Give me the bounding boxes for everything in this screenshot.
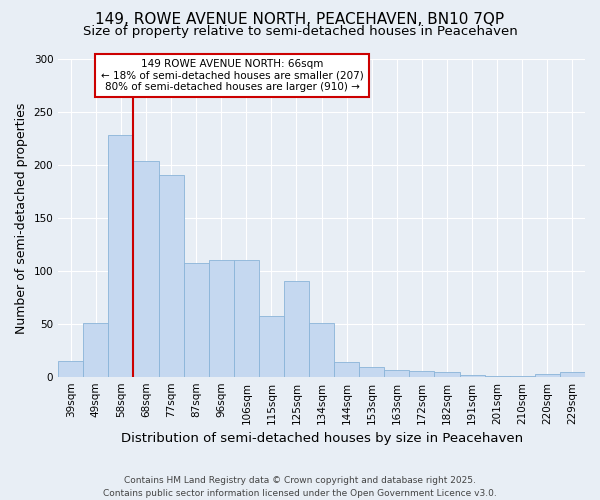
Bar bbox=[359, 367, 385, 376]
Bar bbox=[535, 374, 560, 376]
Bar bbox=[184, 264, 209, 376]
X-axis label: Distribution of semi-detached houses by size in Peacehaven: Distribution of semi-detached houses by … bbox=[121, 432, 523, 445]
Bar bbox=[284, 282, 309, 376]
Bar bbox=[560, 372, 585, 376]
Bar bbox=[385, 370, 409, 376]
Bar bbox=[309, 322, 334, 376]
Y-axis label: Number of semi-detached properties: Number of semi-detached properties bbox=[15, 102, 28, 334]
Bar bbox=[109, 135, 133, 376]
Bar bbox=[259, 316, 284, 376]
Bar bbox=[409, 372, 434, 376]
Bar bbox=[158, 176, 184, 376]
Bar bbox=[460, 374, 485, 376]
Bar bbox=[58, 361, 83, 376]
Text: 149, ROWE AVENUE NORTH, PEACEHAVEN, BN10 7QP: 149, ROWE AVENUE NORTH, PEACEHAVEN, BN10… bbox=[95, 12, 505, 28]
Bar bbox=[209, 260, 234, 376]
Text: Contains HM Land Registry data © Crown copyright and database right 2025.
Contai: Contains HM Land Registry data © Crown c… bbox=[103, 476, 497, 498]
Bar bbox=[234, 260, 259, 376]
Bar bbox=[83, 322, 109, 376]
Bar bbox=[133, 160, 158, 376]
Text: Size of property relative to semi-detached houses in Peacehaven: Size of property relative to semi-detach… bbox=[83, 25, 517, 38]
Bar bbox=[334, 362, 359, 376]
Text: 149 ROWE AVENUE NORTH: 66sqm
← 18% of semi-detached houses are smaller (207)
80%: 149 ROWE AVENUE NORTH: 66sqm ← 18% of se… bbox=[101, 59, 364, 92]
Bar bbox=[434, 372, 460, 376]
